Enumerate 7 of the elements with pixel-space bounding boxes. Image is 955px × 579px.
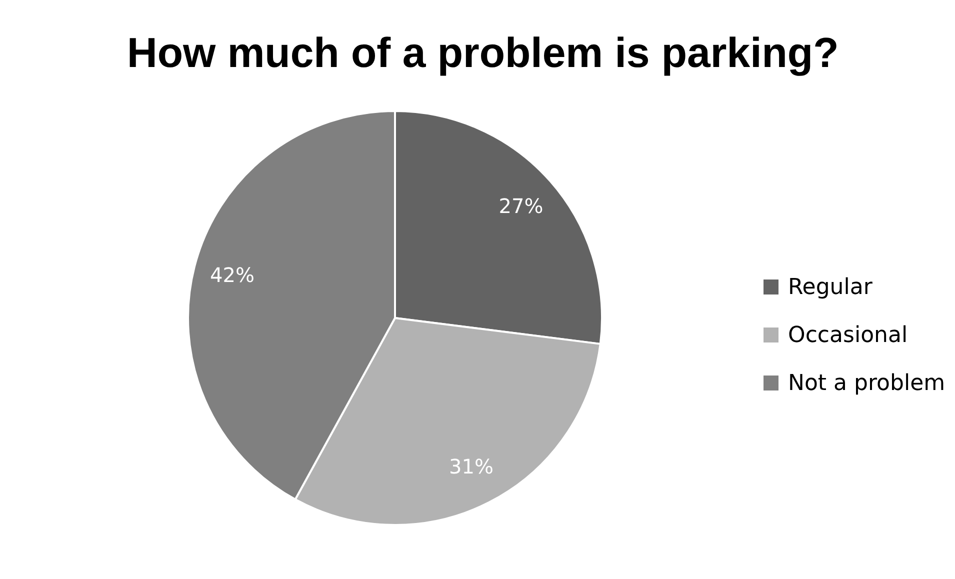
chart-title: How much of a problem is parking? [127,29,839,76]
legend-label: Occasional [788,323,908,348]
data-label: 31% [449,454,494,479]
legend-label: Not a problem [788,371,946,396]
data-label: 42% [210,263,255,288]
data-label: 27% [498,194,544,218]
legend-label: Regular [788,275,874,300]
